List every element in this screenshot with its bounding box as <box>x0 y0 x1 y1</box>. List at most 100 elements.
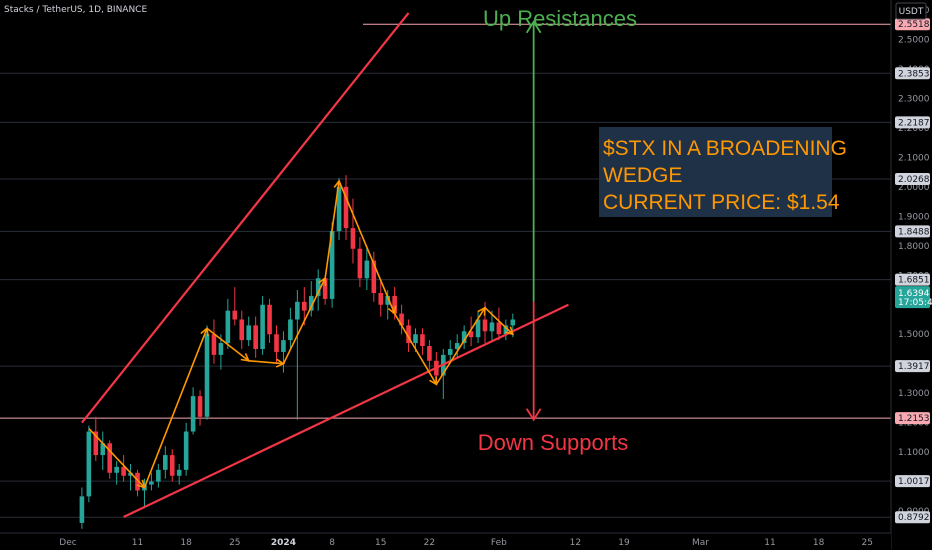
time-tick-label: 2024 <box>271 538 296 548</box>
candle-body-14 <box>176 469 182 476</box>
candle-body-37 <box>336 186 342 232</box>
time-tick-label: 25 <box>862 538 873 548</box>
current-price-label: 1.6394 <box>898 289 930 299</box>
level-price-label: 0.8792 <box>898 513 930 523</box>
level-price-label: 2.2187 <box>898 118 930 128</box>
level-price-label: 1.6851 <box>898 276 930 286</box>
time-tick-label: 22 <box>424 538 435 548</box>
candle-body-62 <box>510 319 516 326</box>
candle-body-24 <box>246 325 251 341</box>
candle-body-41 <box>364 260 370 279</box>
candle-body-47 <box>406 325 411 344</box>
candle-body-6 <box>121 466 126 476</box>
candle-body-11 <box>156 469 161 482</box>
note-line-2: WEDGE <box>603 164 682 187</box>
price-tick-label: 2.2000 <box>898 124 930 134</box>
range-arrowhead-1 <box>525 408 542 422</box>
zigzag-segment-0 <box>88 428 146 489</box>
range-arrowhead-0 <box>525 20 542 34</box>
candle-body-55 <box>461 331 467 344</box>
candle-body-19 <box>211 334 217 355</box>
candle-body-17 <box>197 396 203 417</box>
candle-body-59 <box>489 322 495 332</box>
candle-body-7 <box>128 472 133 476</box>
candle-body-22 <box>232 310 238 320</box>
candle-body-0 <box>79 496 85 523</box>
level-price-tag <box>895 225 930 238</box>
note-box: $STX IN A BROADENING WEDGE CURRENT PRICE… <box>599 127 847 217</box>
time-tick-label: 25 <box>229 538 240 548</box>
zigzag-segment-4 <box>282 277 326 365</box>
candle-body-25 <box>253 325 258 349</box>
candle-body-31 <box>295 301 300 320</box>
candle-body-20 <box>218 343 224 355</box>
candle-body-33 <box>308 295 314 311</box>
candle-body-34 <box>315 278 321 296</box>
time-tick-label: Feb <box>491 538 507 548</box>
candle-body-44 <box>385 295 390 305</box>
candle-body-54 <box>454 343 460 349</box>
candle-body-16 <box>190 396 196 432</box>
zigzag-segment-1 <box>143 328 208 488</box>
candle-body-1 <box>86 431 92 497</box>
candle-body-32 <box>302 301 307 311</box>
currency-label: USDT <box>899 7 924 17</box>
candle-body-23 <box>239 319 245 341</box>
candle-body-39 <box>350 228 356 249</box>
time-tick-label: 18 <box>813 538 825 548</box>
time-tick-label: Dec <box>59 538 76 548</box>
level-price-tag <box>895 360 930 373</box>
price-tick-label: 2.0000 <box>898 183 930 193</box>
zigzag-segment-2 <box>206 327 250 362</box>
time-tick-label: Mar <box>692 538 709 548</box>
candle-body-5 <box>114 466 119 473</box>
zigzag-arrowhead-9 <box>504 326 515 336</box>
level-price-label: 1.2153 <box>898 414 930 424</box>
time-tick-label: 12 <box>570 538 581 548</box>
down-supports-label: Down Supports <box>478 430 628 455</box>
candle-body-28 <box>274 334 279 352</box>
time-axis-background <box>0 533 891 550</box>
currency-button[interactable]: USDT <box>895 2 927 20</box>
candle-body-57 <box>475 319 481 338</box>
candle-body-61 <box>503 325 509 335</box>
current-price-tag <box>895 286 930 309</box>
candle-body-3 <box>100 443 106 456</box>
candle-body-29 <box>281 340 286 352</box>
time-axis[interactable]: Dec 11 18 25 2024 8 15 22 Feb 12 19 Mar 11 18 25 <box>0 532 891 550</box>
candle-body-45 <box>392 295 397 314</box>
candle-body-43 <box>378 292 384 305</box>
candle-body-56 <box>468 331 474 338</box>
candle-body-53 <box>447 348 453 355</box>
note-line-3: CURRENT PRICE: $1.54 <box>603 191 840 214</box>
level-price-tag <box>895 18 930 31</box>
zigzag-segment-9 <box>484 307 514 335</box>
candle-body-15 <box>183 431 189 470</box>
level-price-tag <box>895 67 930 80</box>
price-axis[interactable]: 0.90001.00001.10001.20001.30001.40001.50… <box>890 0 932 550</box>
time-tick-label: 15 <box>375 538 386 548</box>
level-price-tag <box>895 273 930 286</box>
zigzag-segment-3 <box>248 359 284 365</box>
candle-body-21 <box>225 310 231 344</box>
symbol-header: Stacks / TetherUS, 1D, BINANCE <box>4 5 147 15</box>
level-price-tag <box>895 412 930 425</box>
candle-body-49 <box>420 334 425 347</box>
candle-body-46 <box>399 313 404 326</box>
candle-body-36 <box>329 231 335 299</box>
drawings <box>81 12 569 518</box>
level-price-label: 1.0017 <box>898 477 930 487</box>
zigzag-segment-6 <box>338 180 396 314</box>
up-resistances-label: Up Resistances <box>483 6 637 31</box>
candle-body-50 <box>427 346 432 361</box>
candle-body-40 <box>357 248 363 279</box>
candle-body-18 <box>204 334 210 417</box>
candle-body-2 <box>93 431 99 456</box>
note-line-1: $STX IN A BROADENING <box>603 137 847 160</box>
level-price-tag <box>895 116 930 129</box>
time-tick-label: 11 <box>764 538 775 548</box>
candle-body-42 <box>371 260 377 293</box>
candles <box>79 175 516 529</box>
